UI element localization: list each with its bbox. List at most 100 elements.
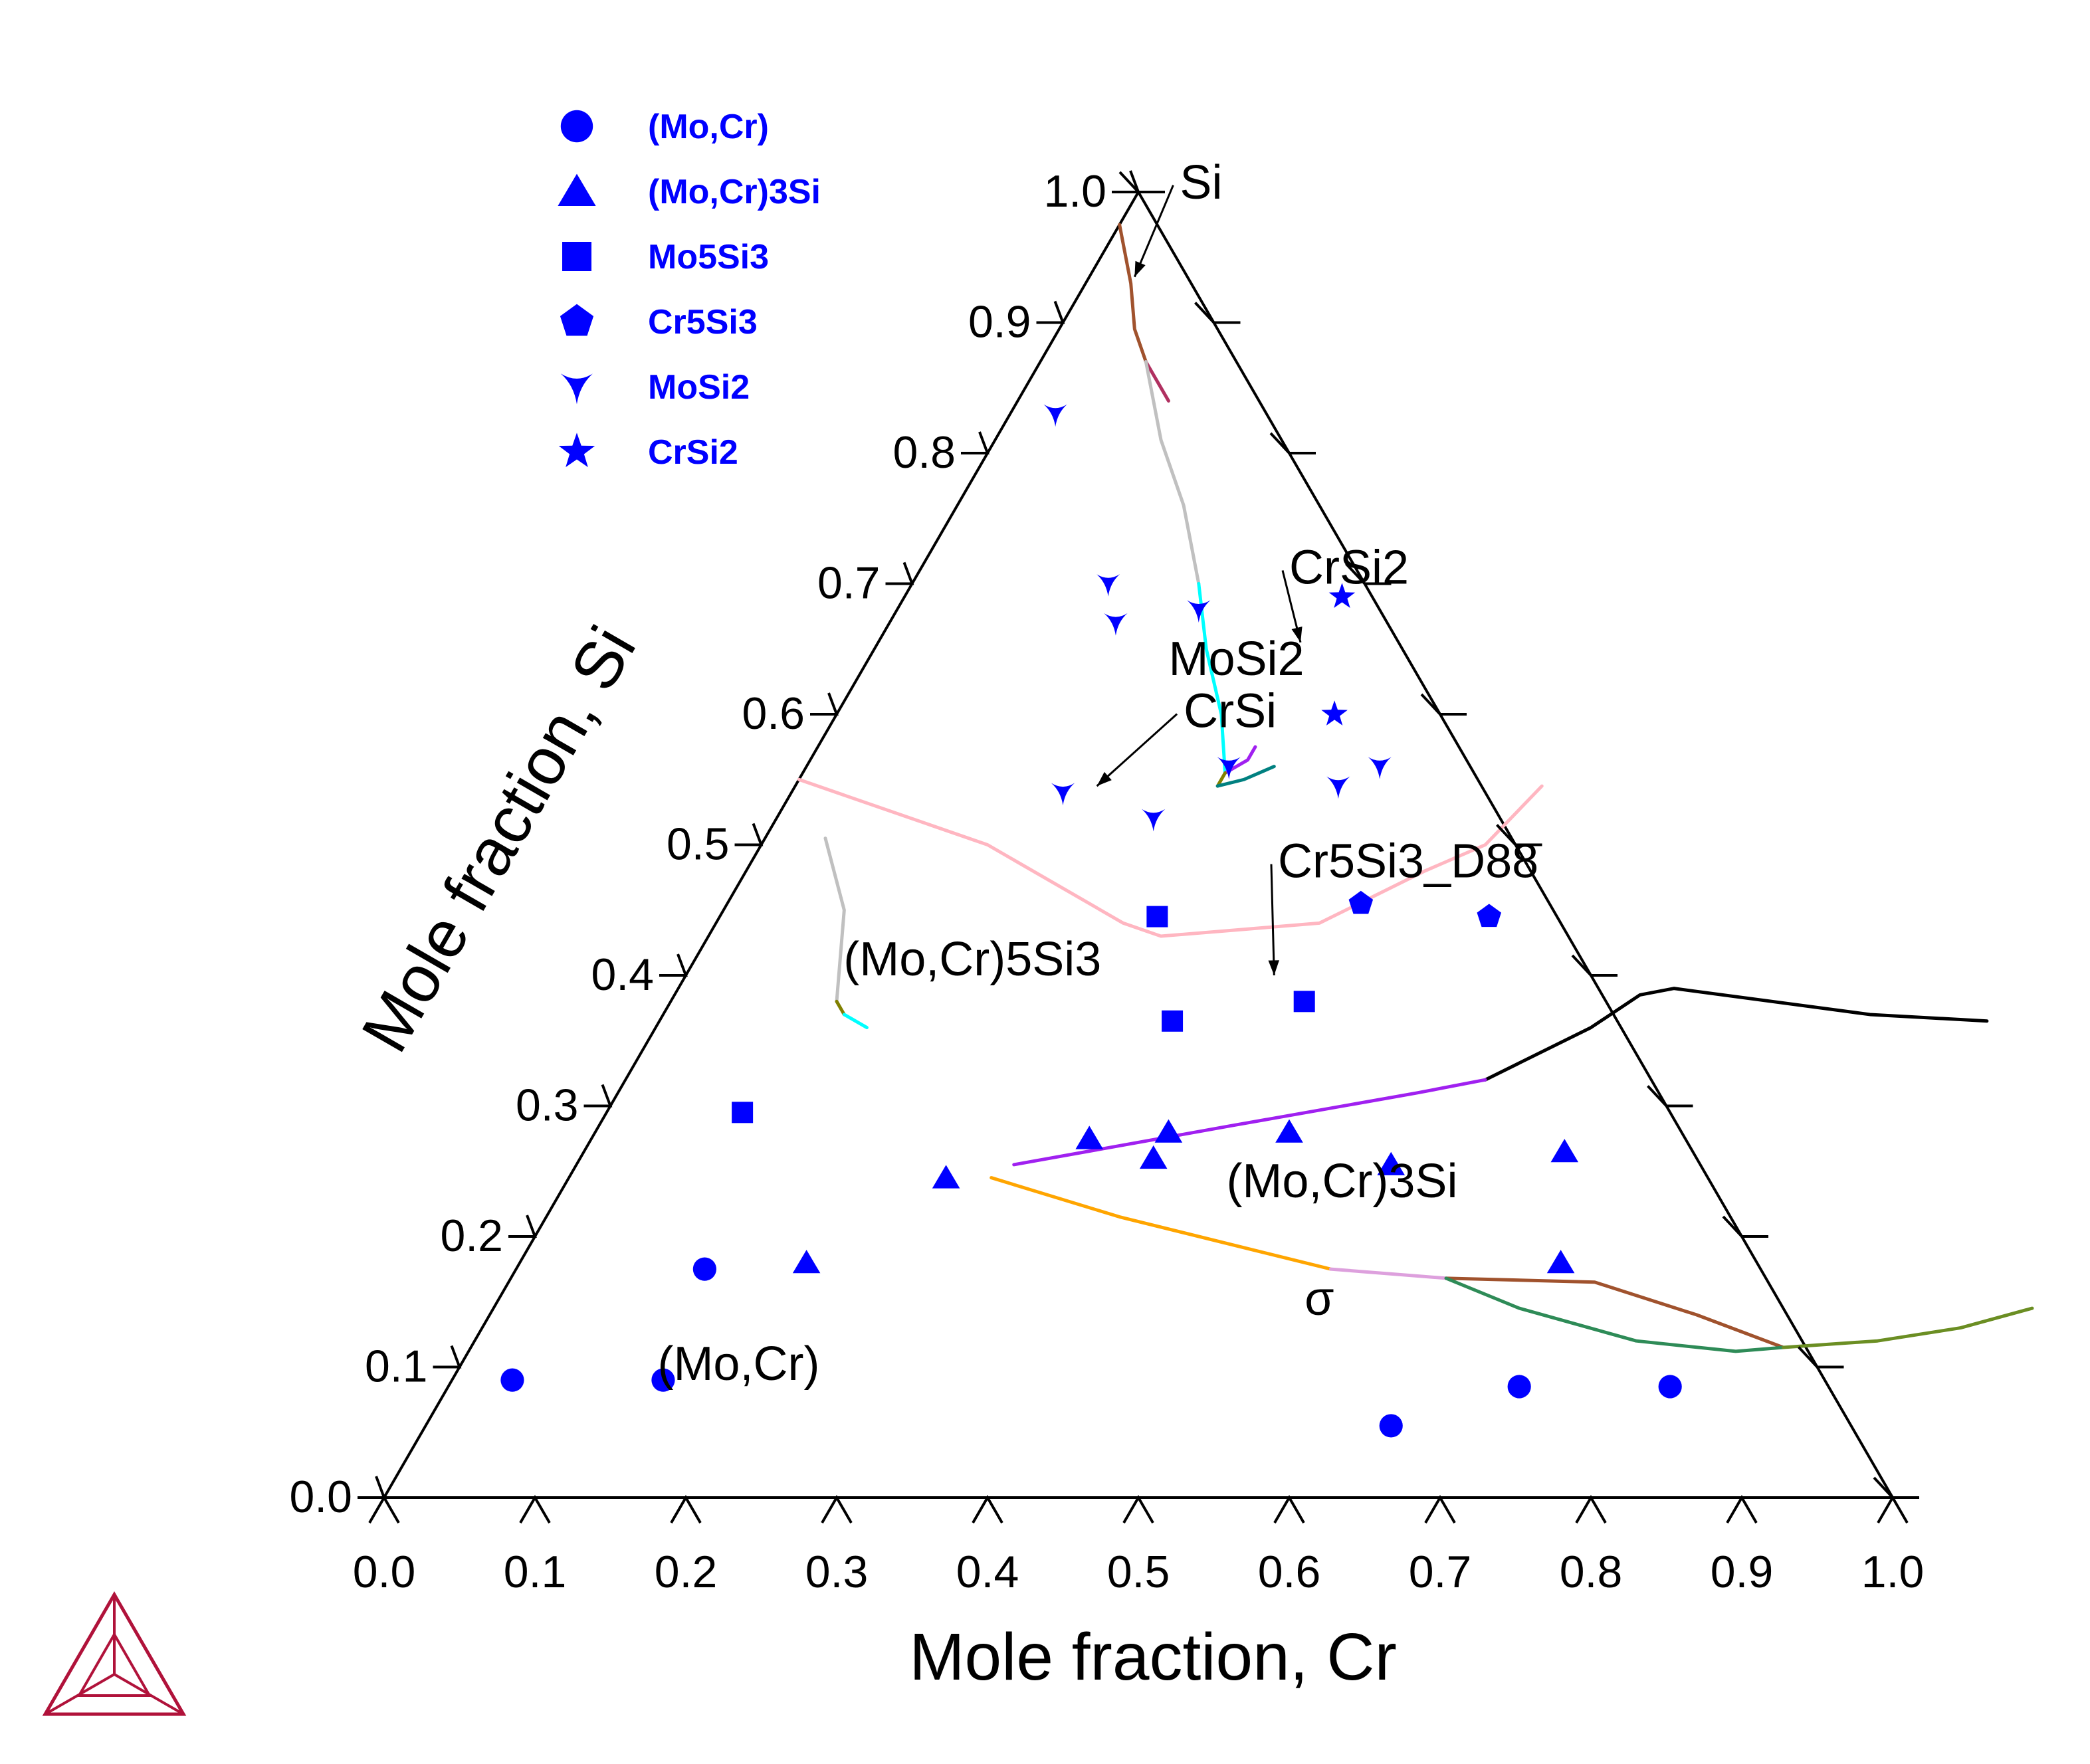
triangle-outline xyxy=(381,189,1895,1499)
marker-tri-down xyxy=(1043,404,1067,427)
marker-star xyxy=(1321,700,1348,726)
bottom-tick-label: 1.0 xyxy=(1861,1547,1925,1597)
left-tick-label: 1.0 xyxy=(1043,166,1106,217)
annotation-label: CrSi xyxy=(1184,685,1277,738)
phase-boundary xyxy=(1483,987,1989,1082)
bottom-tick-label: 0.2 xyxy=(655,1547,718,1597)
marker-triangle xyxy=(1546,1250,1575,1274)
thermo-calc-logo xyxy=(42,1591,187,1716)
left-tick-label: 0.6 xyxy=(742,688,805,739)
annotation-label: CrSi2 xyxy=(1289,541,1409,595)
annotation-arrowhead xyxy=(1097,771,1112,787)
right-tick xyxy=(1722,1215,1768,1238)
phase-boundary xyxy=(1118,223,1148,363)
left-tick xyxy=(961,431,990,454)
right-tick xyxy=(1269,432,1316,454)
bottom-tick-label: 0.6 xyxy=(1258,1547,1321,1597)
ternary-frame xyxy=(381,189,1895,1499)
left-tick-label: 0.4 xyxy=(591,949,654,1000)
marker-circle xyxy=(1507,1375,1531,1399)
phase-boundary xyxy=(1781,1306,2034,1349)
bottom-tick xyxy=(1424,1495,1456,1524)
bottom-tick xyxy=(1575,1495,1607,1524)
marker-square xyxy=(732,1102,754,1124)
legend-marker-tri-down xyxy=(560,373,593,405)
bottom-tick xyxy=(821,1495,853,1524)
marker-tri-down xyxy=(1326,776,1350,799)
marker-tri-down xyxy=(1104,613,1128,636)
phase-boundaries xyxy=(797,223,2034,1353)
legend-label: Cr5Si3 xyxy=(648,303,758,342)
legend-marker-pentagon xyxy=(560,304,594,336)
marker-triangle xyxy=(1275,1119,1303,1143)
marker-tri-down xyxy=(1187,600,1211,623)
phase-boundary xyxy=(1012,1078,1487,1167)
marker-triangle xyxy=(1075,1126,1104,1149)
annotation-arrowhead xyxy=(1268,960,1279,975)
marker-triangle xyxy=(1377,1151,1406,1175)
annotation-arrowhead xyxy=(1291,627,1303,642)
left-tick-label: 0.2 xyxy=(440,1211,503,1261)
right-tick xyxy=(1798,1346,1844,1369)
marker-square xyxy=(1293,991,1315,1013)
phase-boundary xyxy=(1444,1276,1785,1353)
phase-boundary xyxy=(835,999,846,1017)
legend-marker-triangle xyxy=(558,173,596,206)
left-tick xyxy=(1036,300,1065,324)
bottom-tick-label: 0.1 xyxy=(504,1547,567,1597)
bottom-tick-label: 0.5 xyxy=(1107,1547,1170,1597)
phase-boundary xyxy=(1215,765,1276,788)
marker-triangle xyxy=(792,1250,821,1274)
left-tick xyxy=(659,953,688,977)
legend-marker-square xyxy=(562,242,591,271)
left-tick xyxy=(358,1476,386,1499)
legend: (Mo,Cr) (Mo,Cr)3Si Mo5Si3 Cr5Si3 MoSi2 CrSi2 xyxy=(558,108,821,472)
legend-label: (Mo,Cr) xyxy=(648,108,769,146)
right-tick xyxy=(1873,1476,1919,1499)
marker-tri-down xyxy=(1368,757,1392,779)
region-label: (Mo,Cr) xyxy=(657,1337,819,1391)
legend-label: MoSi2 xyxy=(648,368,750,407)
marker-tri-down xyxy=(1217,757,1241,779)
marker-tri-down xyxy=(1051,783,1075,806)
marker-triangle xyxy=(932,1165,960,1189)
marker-triangle xyxy=(1139,1145,1168,1169)
bottom-tick xyxy=(670,1495,702,1524)
region-label: (Mo,Cr)3Si xyxy=(1226,1155,1457,1208)
marker-square xyxy=(1162,1010,1184,1032)
bottom-tick xyxy=(1273,1495,1305,1524)
marker-star xyxy=(1328,583,1356,608)
marker-square xyxy=(1146,906,1168,928)
bottom-tick-label: 0.8 xyxy=(1560,1547,1623,1597)
marker-triangle xyxy=(1154,1119,1183,1143)
marker-circle xyxy=(500,1368,524,1392)
region-label: (Mo,Cr)5Si3 xyxy=(843,933,1101,986)
left-tick-label: 0.9 xyxy=(968,297,1031,347)
left-tick xyxy=(810,692,839,716)
left-tick-label: 0.3 xyxy=(516,1080,579,1131)
x-axis-title: Mole fraction, Cr xyxy=(909,1620,1397,1694)
phase-boundary xyxy=(1215,771,1227,788)
bottom-tick xyxy=(1726,1495,1758,1524)
left-tick-label: 0.5 xyxy=(667,819,730,870)
left-tick xyxy=(433,1345,462,1369)
phase-boundary xyxy=(1144,359,1170,403)
bottom-tick-label: 0.9 xyxy=(1711,1547,1774,1597)
legend-marker-star xyxy=(558,433,595,468)
bottom-tick-label: 0.0 xyxy=(353,1547,416,1597)
phase-boundary xyxy=(1223,745,1257,775)
phase-boundary xyxy=(797,777,1544,938)
bottom-tick xyxy=(519,1495,551,1524)
bottom-tick xyxy=(368,1495,400,1524)
right-tick xyxy=(1194,302,1241,324)
region-labels: MoSi2 (Mo,Cr)5Si3 (Mo,Cr)3Si σ (Mo,Cr) xyxy=(657,633,1457,1391)
right-tick xyxy=(1647,1085,1693,1108)
region-label: σ xyxy=(1305,1272,1334,1325)
left-tick-label: 0.8 xyxy=(892,427,956,478)
phase-boundary xyxy=(842,1013,869,1030)
annotation-arrow xyxy=(1270,864,1275,976)
region-label: MoSi2 xyxy=(1169,633,1305,686)
bottom-tick-label: 0.4 xyxy=(956,1547,1019,1597)
left-tick-label: 0.7 xyxy=(817,558,881,609)
marker-circle xyxy=(692,1257,716,1281)
